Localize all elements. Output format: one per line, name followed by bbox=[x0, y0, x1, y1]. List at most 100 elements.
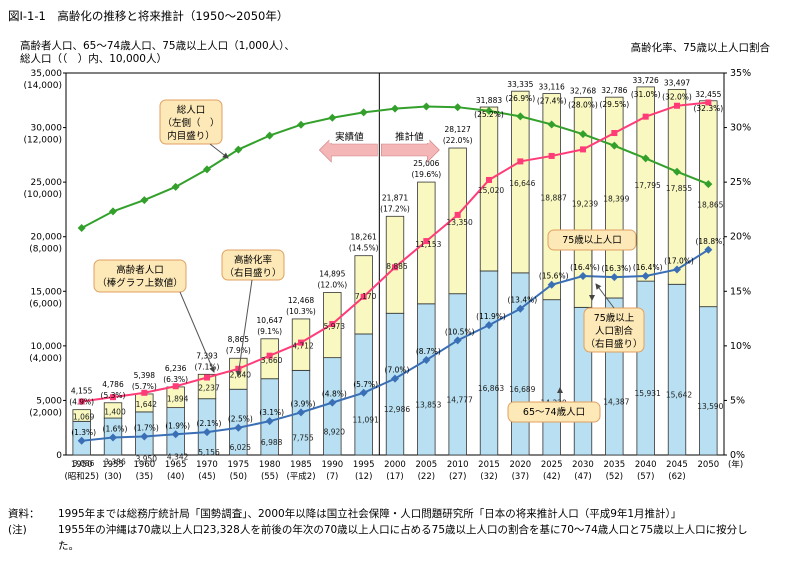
aging-rate-label: (12.0%) bbox=[317, 280, 347, 289]
aging-rate-point bbox=[172, 383, 179, 390]
ratio-75-label: (5.7%) bbox=[353, 380, 378, 389]
callout-65-74-pop-box bbox=[507, 401, 601, 423]
total-population-point bbox=[265, 131, 274, 140]
aging-rate-label: (26.9%) bbox=[505, 94, 535, 103]
ratio-75-label: (11.9%) bbox=[476, 312, 506, 321]
x-sub-tick-label: (22) bbox=[418, 472, 435, 482]
aging-rate-label: (32.3%) bbox=[693, 104, 723, 113]
left-axis-title: 高齢者人口、65～74歳人口、75歳以上人口（1,000人）、 総人口（（ ）内… bbox=[20, 40, 295, 65]
callout-ratio-75-text: 75歳以上 bbox=[594, 312, 635, 324]
bar-total-label: 10,647 bbox=[257, 316, 283, 325]
x-sub-tick-label: (35) bbox=[136, 472, 153, 482]
ratio-75-label: (15.6%) bbox=[539, 272, 569, 281]
total-population-point bbox=[359, 108, 368, 117]
bar-65-74-label: 14,777 bbox=[447, 395, 473, 404]
callout-total-pop-text: （左側（ ） bbox=[162, 117, 219, 129]
ratio-75-point bbox=[422, 356, 431, 365]
ratio-75-point bbox=[265, 417, 274, 426]
total-population-point bbox=[422, 102, 431, 111]
bar-total-label: 33,335 bbox=[507, 80, 533, 89]
aging-rate-point bbox=[486, 176, 492, 183]
ratio-75-label: (4.8%) bbox=[322, 390, 347, 399]
aging-rate-point bbox=[78, 398, 85, 405]
x-tick-label: 1950 bbox=[71, 460, 93, 470]
bar-65-74-label: 3,950 bbox=[136, 454, 158, 463]
bar-75-plus bbox=[448, 147, 467, 295]
bar-65-74-label: 8,920 bbox=[324, 427, 346, 436]
ratio-75-label: (16.3%) bbox=[601, 264, 631, 273]
bar-65-74-label: 15,931 bbox=[635, 389, 661, 398]
bar-total-label: 25,006 bbox=[413, 159, 439, 168]
left-tick-label: 25,000 bbox=[31, 178, 63, 188]
ratio-75-point bbox=[673, 265, 681, 274]
aging-rate-label: (7.9%) bbox=[226, 346, 251, 355]
total-population-point bbox=[516, 112, 525, 121]
callout-elderly-pop-box bbox=[93, 259, 187, 293]
right-tick-label: 35% bbox=[730, 68, 751, 79]
aging-rate-point bbox=[454, 211, 461, 218]
right-tick-label: 10% bbox=[730, 341, 751, 352]
bar-75-plus bbox=[667, 89, 687, 285]
aging-rate-label: (4.9%) bbox=[69, 398, 94, 407]
projected-values-label: 推計値 bbox=[395, 131, 424, 143]
bar-75-plus-label: 17,795 bbox=[635, 181, 661, 190]
x-tick-label: 2015 bbox=[478, 460, 500, 470]
bar-75-plus-label: 13,350 bbox=[447, 218, 473, 227]
x-sub-tick-label: (47) bbox=[574, 472, 591, 482]
bar-total-label: 28,127 bbox=[445, 125, 471, 134]
x-tick-label: 2020 bbox=[510, 460, 532, 470]
source-label: 資料： bbox=[8, 508, 40, 520]
callout-aging-rate-text: （右目盛り） bbox=[224, 267, 281, 279]
left-tick-label: 30,000 bbox=[31, 124, 63, 134]
ratio-75-label: (16.4%) bbox=[633, 263, 663, 272]
left-sub-tick-label: (8,000) bbox=[29, 245, 62, 255]
bar-65-74-label: 16,863 bbox=[478, 384, 504, 393]
aging-rate-label: (19.6%) bbox=[411, 170, 441, 179]
aging-rate-label: (14.5%) bbox=[349, 244, 379, 253]
total-population-point bbox=[579, 130, 587, 139]
ratio-75-label: (1.3%) bbox=[71, 428, 96, 437]
right-tick-label: 5% bbox=[730, 395, 745, 406]
ratio-75-label: (3.9%) bbox=[291, 399, 316, 408]
total-population-point bbox=[234, 145, 243, 154]
callout-aging-rate-pointer bbox=[235, 279, 253, 377]
right-axis-title: 高齢化率、75歳以上人口割合 bbox=[630, 42, 770, 54]
ratio-75-label: (1.9%) bbox=[165, 421, 190, 430]
x-tick-label: 1980 bbox=[259, 460, 281, 470]
bar-75-plus-label: 2,840 bbox=[230, 371, 252, 380]
callout-aging-rate-text: 高齢化率 bbox=[234, 254, 273, 266]
bar-total-label: 4,155 bbox=[71, 387, 93, 396]
ratio-75-point bbox=[641, 272, 650, 281]
ratio-75-point bbox=[516, 304, 525, 313]
source-notes: 資料： 1995年までは総務庁統計局「国勢調査」、2000年以降は国立社会保障・… bbox=[8, 506, 758, 554]
bar-total-label: 32,768 bbox=[570, 86, 596, 95]
bar-65-74-label: 6,025 bbox=[230, 443, 252, 452]
x-tick-label: 1965 bbox=[165, 460, 187, 470]
source-text: 1995年までは総務庁統計局「国勢調査」、2000年以降は国立社会保障・人口問題… bbox=[58, 508, 682, 520]
bar-total-label: 33,116 bbox=[539, 83, 565, 92]
bar-total-label: 33,497 bbox=[664, 78, 690, 87]
x-unit-label: (年) bbox=[728, 459, 743, 470]
bar-total-label: 14,895 bbox=[319, 269, 345, 278]
aging-rate-point bbox=[329, 321, 336, 328]
aging-rate-label: (5.7%) bbox=[132, 382, 157, 391]
x-sub-tick-label: (12) bbox=[355, 472, 372, 482]
bar-75-plus-label: 17,855 bbox=[666, 184, 692, 193]
ratio-75-label: (3.1%) bbox=[259, 408, 284, 417]
callout-elderly-pop-text: （棒グラフ上数値） bbox=[97, 277, 183, 289]
bar-65-74 bbox=[636, 280, 655, 456]
x-sub-tick-label: (7) bbox=[326, 472, 338, 482]
note-text: 1955年の沖縄は70歳以上人口23,328人を前後の年次の70歳以上人口に占め… bbox=[58, 524, 748, 552]
bar-75-plus-label: 18,865 bbox=[697, 201, 723, 210]
left-sub-tick-label: (6,000) bbox=[29, 299, 62, 309]
x-sub-tick-label: (37) bbox=[512, 472, 529, 482]
x-sub-tick-label: (27) bbox=[449, 472, 466, 482]
ratio-75-label: (13.4%) bbox=[507, 296, 537, 305]
aging-rate-point bbox=[580, 146, 586, 153]
aging-rate-point bbox=[674, 102, 680, 109]
x-tick-label: 1995 bbox=[353, 460, 375, 470]
aging-rate-label: (10.3%) bbox=[286, 307, 316, 316]
bar-total-label: 12,468 bbox=[288, 296, 314, 305]
ratio-75-point bbox=[704, 245, 713, 254]
ratio-75-label: (1.7%) bbox=[134, 423, 159, 432]
